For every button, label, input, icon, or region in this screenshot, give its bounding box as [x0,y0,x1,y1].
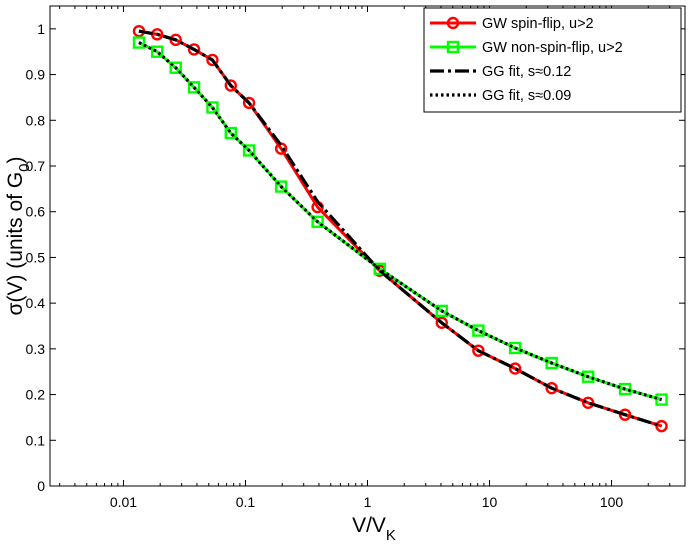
series-1-point [169,61,182,74]
series-0-point [508,362,522,375]
series-1-point [655,393,668,406]
legend-label-2: GG fit, s≈0.12 [482,64,571,80]
x-tick-label: 1 [364,494,372,510]
series-1-point [311,215,324,228]
y-axis-title-end: ) [4,156,27,163]
series-0-point [169,33,182,47]
legend-label-1: GW non-spin-flip, u>2 [482,40,623,56]
series-1-point [206,101,219,114]
y-tick-label: 0.6 [26,204,46,220]
series-0-point [545,381,558,395]
x-axis-title: V/VK [352,514,396,544]
series-0-point [242,96,256,110]
series-1-point [187,81,201,94]
series-0-point [206,53,219,67]
y-tick-label: 0.9 [26,67,46,83]
y-tick-label: 0.1 [26,432,46,448]
series-0-point [224,79,237,92]
series-1-point [581,370,595,383]
y-tick-label: 0.4 [26,295,46,311]
series-0-point [472,344,485,357]
series-1-point [150,45,164,58]
legend-label-3: GG fit, s≈0.09 [482,88,571,104]
x-tick-label: 0.01 [110,494,137,510]
y-tick-label: 1 [37,21,45,37]
series-0-point [187,43,201,56]
y-tick-label: 0.2 [26,387,46,403]
y-tick-label: 0.8 [26,112,46,128]
series-1-point [508,341,522,355]
series-0-point [435,316,448,329]
legend-marker-0 [446,16,460,30]
series-0-point [618,408,632,421]
x-axis-title-main: V/V [352,514,386,537]
y-tick-label: 0.7 [26,158,46,174]
x-tick-label: 100 [600,494,624,510]
y-axis-title: σ(V) (units of G0) [4,156,33,315]
series-1-point [224,126,237,140]
series-1-point [435,304,448,318]
y-axis-title-sub: 0 [16,163,33,171]
series-1-point [242,144,256,157]
y-tick-label: 0 [37,478,45,494]
series-1-point [274,180,288,193]
legend-label-0: GW spin-flip, u>2 [482,16,594,32]
y-axis-title-main: σ(V) (units of G [4,172,27,316]
x-tick-label: 0.1 [236,494,256,510]
series-1-point [545,356,558,370]
y-tick-label: 0.5 [26,249,46,265]
y-tick-label: 0.3 [26,341,46,357]
series-line-top-3 [138,41,662,401]
legend-marker-1 [446,40,460,54]
series-0-point [581,396,595,409]
series-layer [132,24,668,433]
x-axis-title-sub: K [386,527,396,544]
legend-box [423,7,682,113]
series-1-point [132,36,146,49]
series-1-point [472,324,485,337]
series-line-top-2 [138,29,662,428]
x-tick-label: 10 [482,494,498,510]
legend: GW spin-flip, u>2 GW non-spin-flip, u>2 GG… [423,7,682,113]
series-0-point [655,419,668,433]
series-1-point [618,382,632,396]
series-1-point [373,262,386,276]
